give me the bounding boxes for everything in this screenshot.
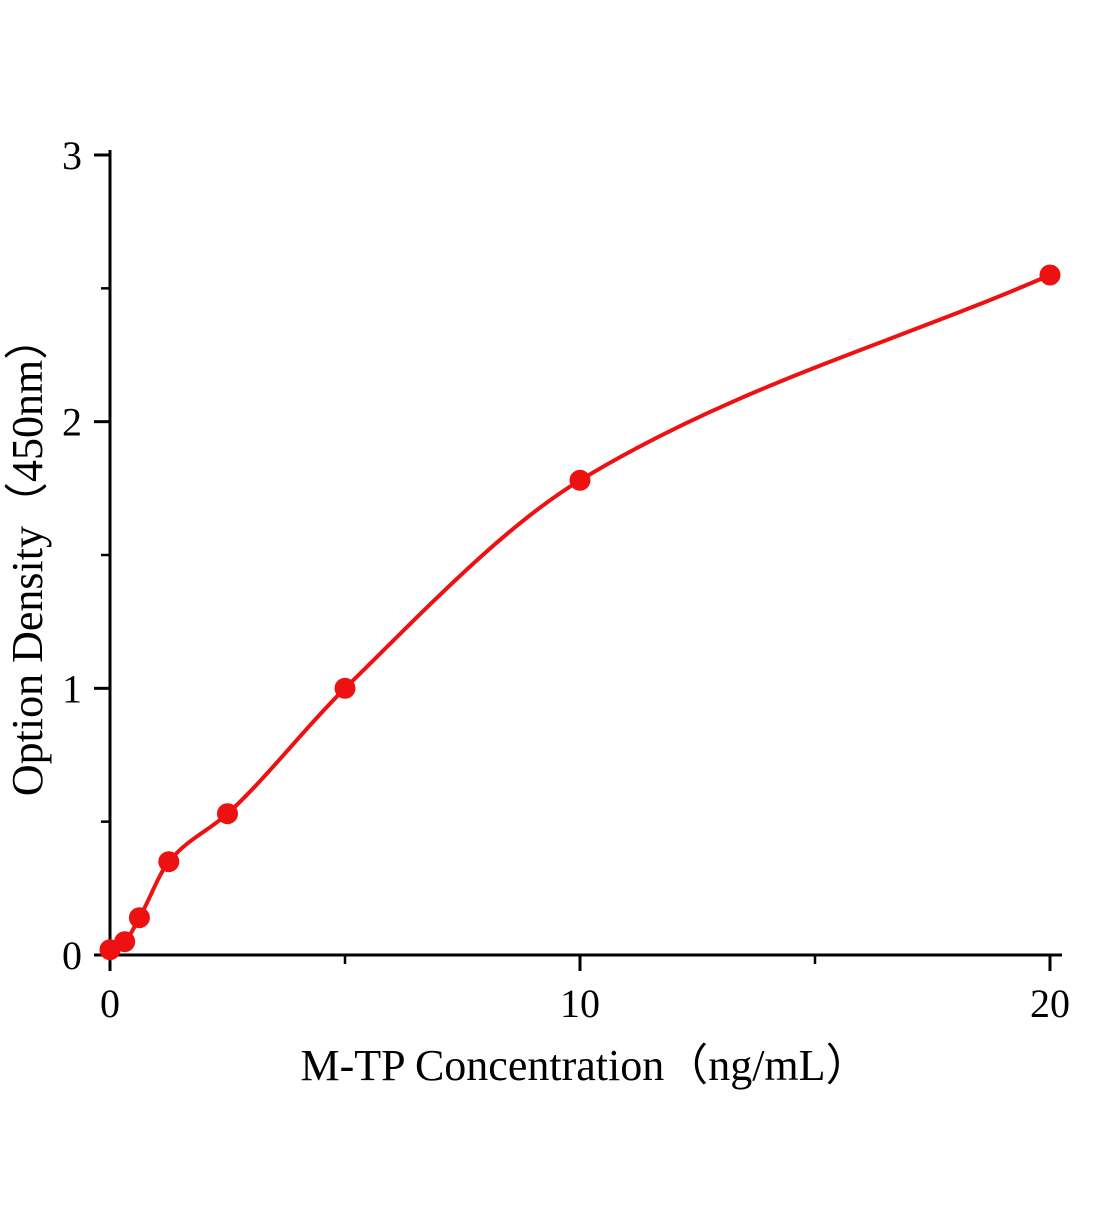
data-point bbox=[114, 931, 136, 953]
y-tick-label: 0 bbox=[62, 933, 82, 978]
tick-marks bbox=[94, 153, 1052, 971]
data-points bbox=[99, 264, 1061, 961]
x-tick-label: 20 bbox=[1030, 981, 1070, 1026]
data-point bbox=[128, 907, 150, 929]
y-tick-label: 3 bbox=[62, 133, 82, 178]
y-tick-label: 1 bbox=[62, 666, 82, 711]
y-tick-label: 2 bbox=[62, 400, 82, 445]
axes bbox=[108, 150, 1062, 957]
x-axis-title: M-TP Concentration（ng/mL） bbox=[300, 1041, 869, 1090]
data-point bbox=[158, 851, 180, 873]
x-tick-label: 0 bbox=[100, 981, 120, 1026]
y-axis-title: Option Density（450nm） bbox=[3, 316, 52, 796]
data-point bbox=[217, 803, 238, 825]
fitted-curve bbox=[108, 273, 1052, 952]
standard-curve-line bbox=[108, 273, 1052, 952]
data-point bbox=[569, 469, 591, 491]
data-point bbox=[1039, 264, 1061, 286]
data-point bbox=[334, 677, 356, 699]
tick-labels: 0 10 20 0 1 2 3 bbox=[62, 133, 1070, 1026]
x-tick-label: 10 bbox=[560, 981, 600, 1026]
